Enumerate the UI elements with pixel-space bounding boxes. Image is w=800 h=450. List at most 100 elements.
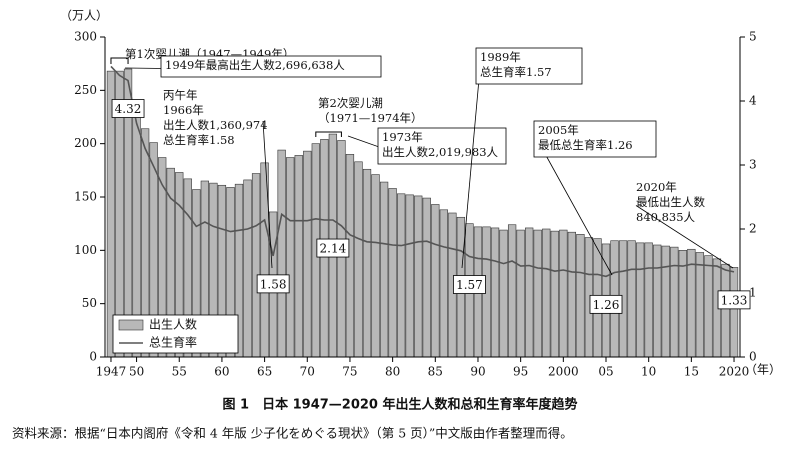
value-label: 4.32 bbox=[115, 102, 142, 116]
annotation: （1971—1974年） bbox=[318, 111, 423, 125]
y-tick-label: 100 bbox=[74, 243, 97, 257]
x-tick-label: 70 bbox=[300, 365, 315, 379]
bar bbox=[371, 174, 380, 358]
x-tick-label: 90 bbox=[470, 365, 485, 379]
y2-tick-label: 3 bbox=[749, 158, 757, 172]
y-tick-label: 150 bbox=[74, 190, 97, 204]
annotation: 840,835人 bbox=[636, 210, 696, 224]
bar bbox=[661, 245, 670, 358]
value-label-box bbox=[453, 275, 486, 294]
bar bbox=[431, 204, 440, 358]
bar bbox=[405, 194, 414, 358]
annotation: 丙午年 bbox=[163, 88, 198, 102]
bar bbox=[303, 150, 312, 358]
bar bbox=[704, 255, 713, 358]
annotation: 出生人数2,019,983人 bbox=[382, 145, 499, 159]
value-label: 1.58 bbox=[260, 277, 287, 291]
value-label: 2.14 bbox=[320, 242, 347, 256]
y-tick-label: 300 bbox=[74, 30, 97, 44]
x-tick-label: 55 bbox=[172, 365, 187, 379]
y2-tick-label: 4 bbox=[749, 94, 757, 108]
y-tick-label: 250 bbox=[74, 83, 97, 97]
legend-label: 出生人数 bbox=[149, 317, 197, 332]
bar bbox=[567, 231, 577, 358]
bar bbox=[670, 246, 679, 358]
value-label-box bbox=[111, 99, 145, 118]
x-tick-label: 2020 bbox=[719, 365, 750, 379]
bar bbox=[542, 228, 551, 358]
bar bbox=[388, 188, 397, 358]
bar bbox=[277, 149, 286, 358]
x-tick-label: 1947 bbox=[96, 365, 127, 379]
value-label-box bbox=[256, 274, 290, 294]
x-tick-label: 95 bbox=[513, 365, 528, 379]
x-tick-label: 75 bbox=[342, 365, 357, 379]
bar bbox=[397, 193, 406, 358]
y-tick-label: 0 bbox=[89, 350, 97, 364]
leader-line bbox=[537, 140, 613, 276]
annotation: 1966年 bbox=[163, 103, 204, 117]
annotation-box bbox=[533, 120, 657, 158]
annotation: 出生人数1,360,974 bbox=[163, 118, 268, 132]
bar bbox=[507, 224, 517, 358]
bar bbox=[525, 227, 534, 358]
bar bbox=[721, 263, 730, 358]
line bbox=[110, 65, 735, 278]
x-tick-label: 50 bbox=[129, 365, 144, 379]
bracket bbox=[315, 131, 342, 137]
y-tick-label: 50 bbox=[82, 296, 97, 310]
bar bbox=[644, 242, 653, 358]
y2-tick-label: 0 bbox=[749, 350, 757, 364]
value-label: 1.26 bbox=[593, 298, 620, 312]
annotation: 2020年 bbox=[636, 180, 677, 194]
value-label: 1.57 bbox=[456, 278, 483, 292]
legend-label: 总生育率 bbox=[149, 335, 197, 350]
bar bbox=[559, 229, 568, 358]
bar bbox=[294, 155, 303, 358]
annotation: 2005年 bbox=[538, 123, 579, 137]
x-tick-label: 2000 bbox=[548, 365, 579, 379]
x-tick-label: 60 bbox=[214, 365, 229, 379]
annotation: 第2次婴儿潮 bbox=[318, 96, 383, 110]
bar bbox=[729, 267, 739, 358]
leader-line bbox=[635, 205, 734, 269]
leader-line bbox=[124, 67, 166, 69]
leader-line bbox=[347, 135, 383, 149]
y-tick-label: 200 bbox=[74, 136, 97, 150]
x-tick-label: 80 bbox=[385, 365, 400, 379]
y-axis-label: （万人） bbox=[60, 9, 108, 23]
leader-line bbox=[262, 120, 273, 269]
x-axis-label: （年） bbox=[745, 363, 781, 377]
source-note: 资料来源：根据“日本内阁府《令和 4 年版 少子化をめぐる現状》（第 5 页）”… bbox=[12, 426, 573, 441]
bar bbox=[576, 234, 585, 358]
bar bbox=[550, 230, 559, 358]
x-tick-label: 10 bbox=[641, 365, 656, 379]
bar bbox=[243, 179, 252, 358]
annotation-box bbox=[160, 55, 382, 78]
annotation-box bbox=[475, 47, 583, 85]
bar bbox=[379, 181, 389, 358]
annotation: 1973年 bbox=[382, 130, 423, 144]
x-tick-label: 85 bbox=[428, 365, 443, 379]
bar bbox=[362, 168, 372, 358]
bar bbox=[636, 242, 645, 358]
value-label: 1.33 bbox=[721, 293, 748, 307]
bar bbox=[286, 157, 295, 358]
bar bbox=[439, 209, 448, 358]
bar bbox=[695, 252, 705, 358]
bracket bbox=[110, 57, 129, 64]
y2-tick-label: 2 bbox=[749, 222, 757, 236]
bar bbox=[354, 161, 363, 358]
bar bbox=[499, 229, 508, 358]
bar bbox=[414, 195, 423, 358]
annotation: 1989年 bbox=[480, 50, 521, 64]
value-label-box bbox=[316, 238, 350, 258]
bar bbox=[627, 240, 636, 358]
x-tick-label: 05 bbox=[598, 365, 613, 379]
bar bbox=[516, 229, 525, 358]
x-tick-label: 65 bbox=[257, 365, 272, 379]
chart-title: 图 1 日本 1947—2020 年出生人数和总和生育率年度趋势 bbox=[223, 397, 578, 413]
annotation: 最低出生人数 bbox=[636, 195, 705, 209]
bar bbox=[653, 244, 662, 358]
bar bbox=[422, 197, 431, 358]
